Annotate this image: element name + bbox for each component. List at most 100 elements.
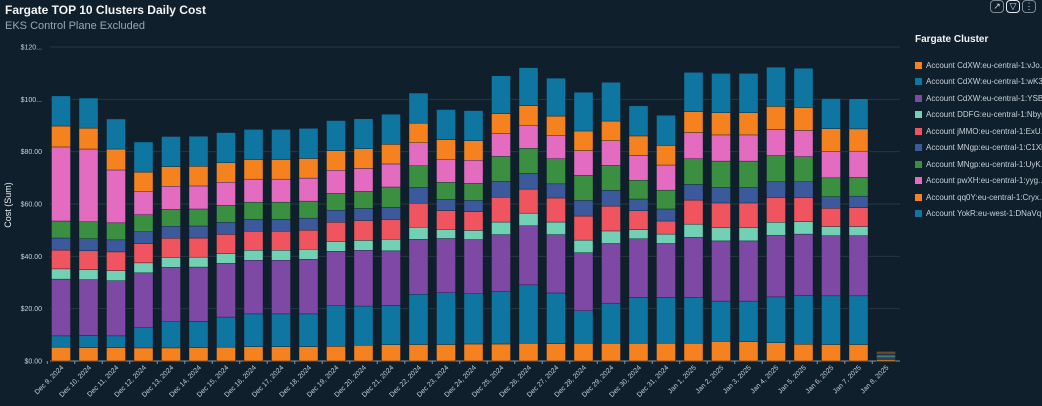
bar-segment[interactable] [106, 222, 126, 241]
expand-icon[interactable]: ↗ [990, 0, 1004, 13]
bar-segment[interactable] [683, 72, 704, 112]
bar-segment[interactable] [51, 268, 71, 280]
bar-segment[interactable] [766, 155, 786, 182]
bar-segment[interactable] [51, 146, 71, 222]
bar-segment[interactable] [51, 220, 71, 239]
bar-segment[interactable] [381, 144, 401, 165]
bar-segment[interactable] [298, 259, 319, 315]
bar-segment[interactable] [463, 183, 484, 201]
bar-segment[interactable] [546, 292, 566, 344]
bar-segment[interactable] [656, 208, 676, 222]
bar-segment[interactable] [793, 295, 814, 345]
legend-item[interactable]: Account YokR:eu-west-1:DNaVq... [915, 206, 1042, 223]
bar-segment[interactable] [51, 249, 71, 270]
bar-segment[interactable] [408, 239, 429, 295]
bar-segment[interactable] [491, 291, 511, 345]
bar-segment[interactable] [711, 134, 731, 162]
bar-segment[interactable] [491, 196, 511, 223]
bar-segment[interactable] [766, 342, 786, 362]
bar-segment[interactable] [573, 92, 594, 132]
bar-segment[interactable] [848, 207, 869, 227]
bar-segment[interactable] [436, 159, 456, 183]
bar-segment[interactable] [793, 181, 814, 198]
bar-segment[interactable] [463, 239, 484, 294]
bar-segment[interactable] [738, 341, 759, 362]
bar-segment[interactable] [298, 128, 319, 159]
bar-segment[interactable] [518, 225, 539, 286]
bar-segment[interactable] [683, 199, 704, 225]
bar-segment[interactable] [463, 230, 484, 240]
bar-segment[interactable] [711, 73, 731, 113]
bar-segment[interactable] [738, 240, 759, 302]
bar-segment[interactable] [463, 343, 484, 362]
filter-icon[interactable]: ▽ [1006, 0, 1020, 13]
bar-segment[interactable] [546, 183, 566, 199]
bar-segment[interactable] [683, 184, 704, 201]
bar-segment[interactable] [683, 343, 704, 362]
bar-segment[interactable] [821, 235, 841, 297]
bar-segment[interactable] [463, 160, 484, 184]
bar-segment[interactable] [106, 169, 126, 224]
bar-segment[interactable] [78, 148, 99, 222]
bar-segment[interactable] [821, 177, 841, 197]
bar-segment[interactable] [243, 313, 264, 347]
bar-segment[interactable] [78, 250, 99, 270]
bar-segment[interactable] [848, 226, 869, 236]
bar-segment[interactable] [408, 122, 429, 143]
bar-segment[interactable] [628, 155, 649, 181]
bar-segment[interactable] [188, 347, 209, 362]
bar-segment[interactable] [436, 182, 456, 200]
bar-segment[interactable] [408, 165, 429, 188]
bar-segment[interactable] [298, 249, 319, 260]
bar-segment[interactable] [188, 225, 209, 239]
bar-segment[interactable] [216, 316, 236, 348]
bar-segment[interactable] [573, 130, 594, 151]
bar-segment[interactable] [793, 156, 814, 182]
bar-segment[interactable] [656, 233, 676, 244]
bar-segment[interactable] [353, 345, 374, 362]
bar-segment[interactable] [711, 227, 731, 242]
bar-segment[interactable] [656, 115, 676, 146]
bar-segment[interactable] [216, 234, 236, 254]
bar-segment[interactable] [326, 120, 346, 151]
bar-segment[interactable] [766, 129, 786, 156]
bar-segment[interactable] [436, 344, 456, 362]
bar-segment[interactable] [518, 188, 539, 214]
bar-segment[interactable] [491, 343, 511, 362]
bar-segment[interactable] [188, 321, 209, 348]
bar-segment[interactable] [106, 347, 126, 362]
bar-segment[interactable] [298, 313, 319, 347]
bar-segment[interactable] [628, 135, 649, 156]
bar-segment[interactable] [78, 221, 99, 240]
bar-segment[interactable] [298, 200, 319, 219]
bar-segment[interactable] [216, 222, 236, 235]
bar-segment[interactable] [106, 280, 126, 337]
bar-segment[interactable] [518, 148, 539, 174]
bar-segment[interactable] [436, 199, 456, 211]
bar-segment[interactable] [518, 212, 539, 226]
bar-segment[interactable] [711, 240, 731, 302]
bar-segment[interactable] [408, 187, 429, 204]
bar-segment[interactable] [216, 132, 236, 163]
bar-segment[interactable] [821, 128, 841, 152]
bar-segment[interactable] [188, 208, 209, 227]
bar-segment[interactable] [106, 148, 126, 171]
bar-segment[interactable] [821, 295, 841, 345]
bar-segment[interactable] [326, 346, 346, 362]
bar-segment[interactable] [161, 267, 181, 322]
bar-segment[interactable] [463, 110, 484, 141]
bar-segment[interactable] [78, 269, 99, 280]
bar-segment[interactable] [188, 237, 209, 258]
bar-segment[interactable] [766, 106, 786, 130]
legend-item[interactable]: Account CdXW:eu-central-1:YSB... [915, 90, 1042, 107]
bar-segment[interactable] [848, 177, 869, 197]
bar-segment[interactable] [243, 178, 264, 203]
bar-segment[interactable] [573, 239, 594, 253]
bar-segment[interactable] [216, 205, 236, 223]
bar-segment[interactable] [161, 136, 181, 167]
bar-segment[interactable] [408, 294, 429, 345]
bar-segment[interactable] [271, 260, 291, 315]
bar-segment[interactable] [711, 300, 731, 342]
bar-segment[interactable] [848, 150, 869, 178]
bar-segment[interactable] [711, 160, 731, 188]
